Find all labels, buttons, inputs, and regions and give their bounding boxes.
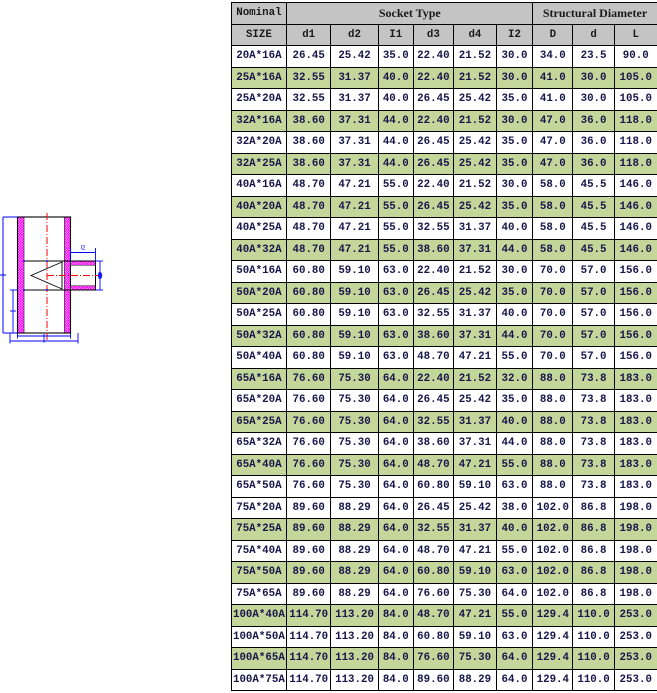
- svg-text:l2: l2: [81, 246, 86, 252]
